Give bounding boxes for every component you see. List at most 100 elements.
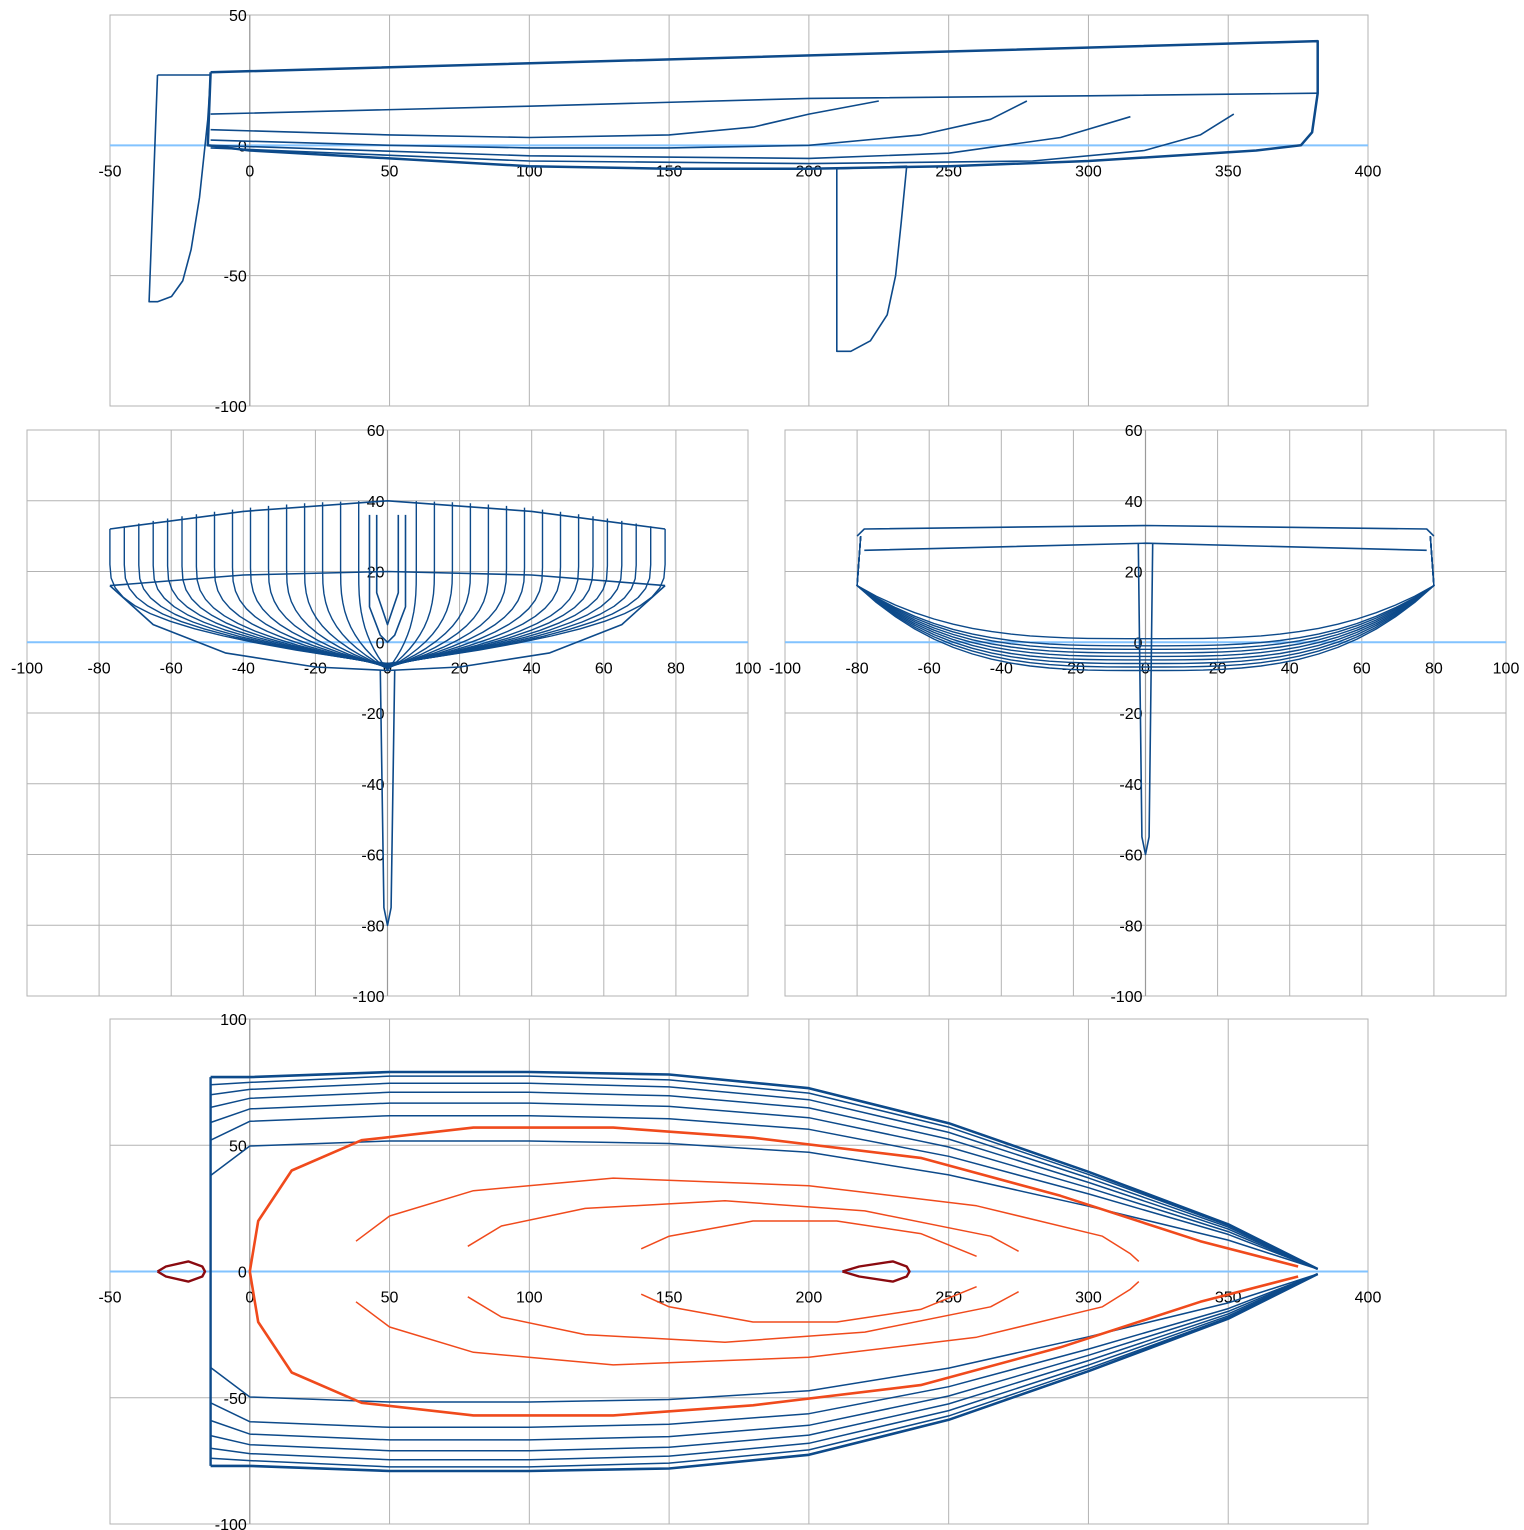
body-plan-right-chart: -100 -80 -60 -40 -20 0 20 40 60 80 100 60 40 20 0 -20 -4… bbox=[769, 423, 1519, 1006]
body-plan-right-x-tick-label: 0 bbox=[1141, 660, 1150, 677]
body-plan-left-x-tick-label: 40 bbox=[523, 660, 541, 677]
body-plan-left-station-9 bbox=[249, 507, 388, 668]
body-plan-right-x-tick-label: 40 bbox=[1281, 660, 1299, 677]
body-plan-left-x-tick-label: 60 bbox=[595, 660, 613, 677]
body-plan-right-line-0 bbox=[856, 524, 1435, 537]
body-plan-right-x-tick-label: -40 bbox=[990, 660, 1013, 677]
body-plan-right-x-tick-label: 60 bbox=[1353, 660, 1371, 677]
body-plan-left-station-2 bbox=[387, 523, 637, 665]
body-plan-right-section-4 bbox=[856, 536, 1435, 658]
profile-x-tick-label: 150 bbox=[656, 163, 683, 180]
body-plan-left-station-4 bbox=[387, 518, 609, 666]
body-plan-left-station-9 bbox=[387, 507, 526, 668]
body-plan-left-x-tick-label: -20 bbox=[304, 660, 327, 677]
plan-hull-line-2 bbox=[210, 1273, 1319, 1461]
plan-y-tick-label: -50 bbox=[224, 1391, 247, 1408]
body-plan-left-station-11 bbox=[285, 504, 388, 669]
plan-waterline-2 bbox=[467, 1200, 1019, 1252]
profile-line-4 bbox=[210, 115, 1131, 160]
body-plan-left-line-0 bbox=[109, 500, 666, 530]
body-plan-left-station-12 bbox=[303, 503, 388, 670]
profile-line-0 bbox=[206, 39, 1319, 171]
body-plan-left-x-tick-label: -80 bbox=[88, 660, 111, 677]
plan-hull-line-6 bbox=[210, 1273, 1318, 1403]
body-plan-right-y-tick-label: -80 bbox=[1119, 918, 1142, 935]
profile-x-tick-label: 200 bbox=[796, 163, 823, 180]
body-plan-left-chart: -100 -80 -60 -40 -20 0 20 40 60 80 1006040200-20-4… bbox=[11, 423, 761, 1006]
body-plan-right-x-tick-label: -80 bbox=[846, 660, 869, 677]
body-plan-right-x-tick-label: 100 bbox=[1493, 660, 1520, 677]
plan-waterline-1 bbox=[355, 1177, 1140, 1262]
body-plan-right-y-tick-label: -60 bbox=[1119, 848, 1142, 865]
body-plan-left-station-12 bbox=[387, 503, 472, 670]
plan-x-tick-label: 150 bbox=[656, 1290, 683, 1307]
plan-waterline-mirror-0 bbox=[248, 1271, 1299, 1417]
profile-y-tick-label: 50 bbox=[229, 8, 247, 25]
body-plan-left-y-tick-label: 0 bbox=[376, 635, 385, 652]
body-plan-right-y-tick-label: -100 bbox=[1110, 989, 1142, 1006]
body-plan-left-y-tick-label: -60 bbox=[361, 848, 384, 865]
body-plan-left-station-7 bbox=[213, 511, 388, 667]
body-plan-left-line-3 bbox=[379, 670, 396, 927]
plan-waterline-mirror-3 bbox=[640, 1286, 977, 1323]
profile-x-tick-label: 400 bbox=[1355, 163, 1382, 180]
body-plan-left-x-tick-label: -60 bbox=[160, 660, 183, 677]
body-plan-left-station-10 bbox=[267, 505, 388, 669]
body-plan-left-line-5 bbox=[375, 514, 400, 626]
body-plan-left-station-15 bbox=[358, 501, 389, 671]
body-plan-right-y-tick-label: -20 bbox=[1119, 706, 1142, 723]
body-plan-right-y-tick-label: -40 bbox=[1119, 777, 1142, 794]
body-plan-left-station-14 bbox=[387, 501, 436, 670]
body-plan-left-station-6 bbox=[195, 514, 388, 667]
plan-y-tick-label: -100 bbox=[215, 1517, 247, 1530]
plan-hull-line-1 bbox=[210, 1273, 1319, 1468]
body-plan-left-y-tick-label: -20 bbox=[361, 706, 384, 723]
profile-x-tick-label: -50 bbox=[98, 163, 121, 180]
body-plan-right-line-1 bbox=[864, 542, 1427, 552]
plan-hull-line-2 bbox=[210, 1082, 1319, 1270]
body-plan-left-station-6 bbox=[387, 514, 580, 667]
plan-y-tick-label: 50 bbox=[229, 1138, 247, 1155]
plan-hull-line-0 bbox=[210, 1272, 1319, 1473]
body-plan-left-station-5 bbox=[387, 516, 594, 666]
profile-x-tick-label: 100 bbox=[516, 163, 543, 180]
body-plan-left-x-tick-label: -100 bbox=[11, 660, 43, 677]
body-plan-right-section-2 bbox=[856, 536, 1435, 650]
plan-x-tick-label: 300 bbox=[1075, 1290, 1102, 1307]
plan-hull-line-3 bbox=[210, 1273, 1319, 1452]
body-plan-right-x-tick-label: 80 bbox=[1425, 660, 1443, 677]
profile-line-3 bbox=[210, 100, 1028, 149]
body-plan-left-station-8 bbox=[387, 509, 544, 668]
body-plan-left-y-tick-label: 20 bbox=[367, 565, 385, 582]
body-plan-left-y-tick-label: -80 bbox=[361, 918, 384, 935]
body-plan-left-y-tick-label: -100 bbox=[352, 989, 384, 1006]
plan-x-tick-label: 50 bbox=[381, 1290, 399, 1307]
plan-x-tick-label: 400 bbox=[1355, 1290, 1382, 1307]
body-plan-left-station-7 bbox=[387, 511, 562, 667]
body-plan-right-line-2 bbox=[1137, 543, 1154, 856]
body-plan-right-x-tick-label: -100 bbox=[769, 660, 801, 677]
body-plan-left-line-1 bbox=[109, 570, 666, 587]
plan-y-tick-label: 100 bbox=[220, 1012, 247, 1029]
body-plan-left-station-15 bbox=[386, 501, 417, 671]
plan-hull-line-6 bbox=[210, 1140, 1318, 1270]
body-plan-right-section-6 bbox=[856, 536, 1435, 665]
body-plan-left-station-0 bbox=[109, 529, 388, 665]
plan-hull-line-1 bbox=[210, 1075, 1319, 1270]
profile-line-1 bbox=[210, 92, 1318, 115]
plan-hull-line-3 bbox=[210, 1091, 1319, 1270]
profile-frame bbox=[109, 14, 1369, 407]
body-plan-left-line-4 bbox=[368, 514, 407, 644]
body-plan-left-station-8 bbox=[231, 509, 388, 668]
profile-line-6 bbox=[148, 74, 212, 303]
body-plan-right-y-tick-label: 0 bbox=[1134, 635, 1143, 652]
profile-x-tick-label: 250 bbox=[935, 163, 962, 180]
body-plan-left-line-2 bbox=[109, 585, 666, 672]
plan-x-tick-label: 200 bbox=[796, 1290, 823, 1307]
body-plan-right-x-tick-label: -60 bbox=[918, 660, 941, 677]
profile-x-tick-label: 350 bbox=[1215, 163, 1242, 180]
body-plan-left-station-2 bbox=[138, 523, 388, 665]
plan-hull-line-4 bbox=[210, 1102, 1318, 1270]
profile-x-tick-label: 0 bbox=[245, 163, 254, 180]
